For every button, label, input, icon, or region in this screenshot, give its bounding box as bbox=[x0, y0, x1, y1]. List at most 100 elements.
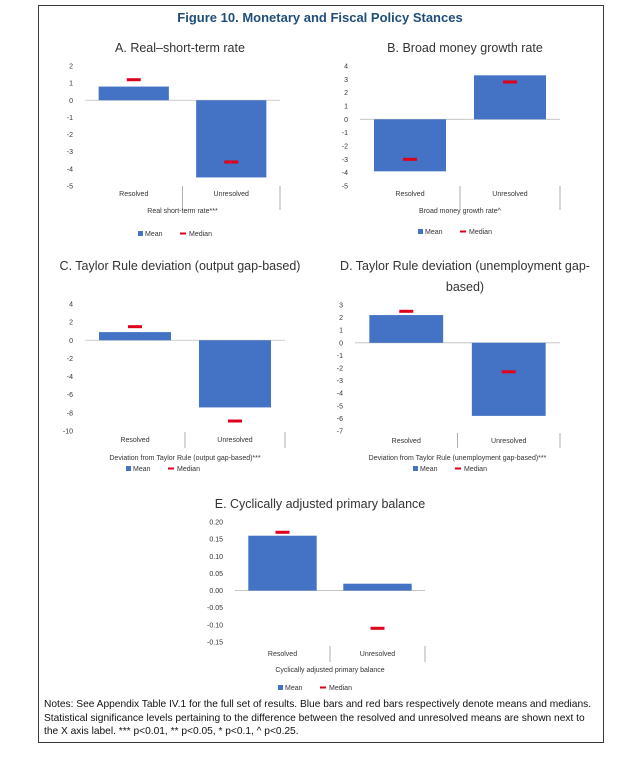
y-tick-label: 4 bbox=[344, 64, 348, 71]
panel-title: A. Real–short-term rate bbox=[115, 41, 245, 55]
y-tick-label: -2 bbox=[337, 366, 343, 373]
panel-e-primary-balance: E. Cyclically adjusted primary balance 0.… bbox=[207, 497, 426, 692]
mean-bar-resolved bbox=[98, 86, 169, 101]
category-label: Resolved bbox=[268, 651, 297, 658]
legend-median-swatch bbox=[455, 467, 461, 470]
legend: Mean Median bbox=[418, 229, 492, 236]
median-mark-unresolved bbox=[228, 419, 242, 423]
y-tick-label: -3 bbox=[342, 157, 348, 164]
y-tick-label: -5 bbox=[67, 184, 73, 191]
x-axis-label: Cyclically adjusted primary balance bbox=[275, 667, 384, 674]
y-tick-label: -0.10 bbox=[207, 622, 223, 629]
mean-bar-resolved bbox=[369, 315, 444, 343]
y-tick-label: -1 bbox=[337, 353, 343, 360]
y-tick-label: 0 bbox=[344, 117, 348, 124]
legend-mean-label: Mean bbox=[425, 229, 443, 236]
figure-notes: Notes: See Appendix Table IV.1 for the f… bbox=[44, 699, 592, 737]
legend-mean-swatch bbox=[278, 685, 283, 690]
x-axis-label: Deviation from Taylor Rule (unemployment… bbox=[369, 455, 547, 462]
y-tick-label: 0.20 bbox=[209, 520, 223, 527]
median-mark-resolved bbox=[399, 309, 414, 313]
y-tick-label: 2 bbox=[69, 320, 73, 327]
mean-bar-unresolved bbox=[471, 342, 546, 416]
y-tick-label: 3 bbox=[339, 303, 343, 310]
mean-bar-unresolved bbox=[199, 340, 271, 408]
y-tick-label: -7 bbox=[337, 429, 343, 436]
legend: Mean Median bbox=[413, 466, 487, 473]
y-tick-label: 2 bbox=[344, 90, 348, 97]
panel-b-broad-money-growth: B. Broad money growth rate 4 3 2 1 0 -1 -2 -3 -4 -… bbox=[342, 41, 561, 236]
panel-title: based) bbox=[446, 280, 484, 294]
legend: Mean Median bbox=[126, 466, 200, 473]
x-axis-label: Deviation from Taylor Rule (output gap-b… bbox=[109, 455, 261, 462]
y-tick-label: 4 bbox=[69, 302, 73, 309]
y-tick-label: 0.10 bbox=[209, 554, 223, 561]
median-mark-unresolved bbox=[501, 370, 516, 374]
legend-median-label: Median bbox=[189, 231, 212, 238]
median-mark-unresolved bbox=[370, 626, 385, 630]
y-tick-label: -0.05 bbox=[207, 605, 223, 612]
y-tick-label: -3 bbox=[67, 149, 73, 156]
median-mark-unresolved bbox=[224, 160, 239, 164]
x-axis-label: Broad money growth rate^ bbox=[419, 208, 502, 215]
y-tick-label: -0.15 bbox=[207, 640, 223, 647]
legend-median-label: Median bbox=[464, 466, 487, 473]
panel-c-taylor-output-gap: C. Taylor Rule deviation (output gap-bas… bbox=[60, 259, 301, 473]
y-tick-label: 0.15 bbox=[209, 537, 223, 544]
x-axis-label: Real short-term rate*** bbox=[147, 208, 218, 215]
category-label: Unresolved bbox=[492, 191, 528, 198]
y-tick-label: 1 bbox=[339, 328, 343, 335]
legend: Mean Median bbox=[138, 231, 212, 238]
median-mark-resolved bbox=[128, 325, 142, 329]
legend-median-label: Median bbox=[177, 466, 200, 473]
y-tick-label: -5 bbox=[337, 403, 343, 410]
category-label: Resolved bbox=[120, 437, 149, 444]
category-label: Unresolved bbox=[491, 438, 527, 445]
mean-bar-unresolved bbox=[343, 583, 412, 591]
y-tick-label: -1 bbox=[342, 130, 348, 137]
panel-title: E. Cyclically adjusted primary balance bbox=[215, 497, 426, 511]
y-tick-label: -8 bbox=[67, 410, 73, 417]
y-tick-label: 0 bbox=[69, 338, 73, 345]
y-tick-label: 3 bbox=[344, 77, 348, 84]
legend-mean-swatch bbox=[413, 466, 418, 471]
figure-title: Figure 10. Monetary and Fiscal Policy St… bbox=[177, 10, 463, 25]
legend-mean-swatch bbox=[138, 231, 143, 236]
category-label: Unresolved bbox=[214, 191, 250, 198]
figure-frame bbox=[38, 5, 604, 743]
median-mark-resolved bbox=[275, 530, 290, 534]
category-label: Resolved bbox=[392, 438, 421, 445]
category-label: Resolved bbox=[119, 191, 148, 198]
y-tick-label: -2 bbox=[67, 132, 73, 139]
y-tick-label: -6 bbox=[337, 416, 343, 423]
y-tick-label: -2 bbox=[67, 356, 73, 363]
y-tick-label: 0.05 bbox=[209, 571, 223, 578]
mean-bar-resolved bbox=[99, 332, 171, 341]
y-tick-label: 0 bbox=[339, 340, 343, 347]
y-tick-label: 1 bbox=[69, 81, 73, 88]
legend-mean-label: Mean bbox=[133, 466, 151, 473]
legend-mean-label: Mean bbox=[420, 466, 438, 473]
panel-a-real-short-term-rate: A. Real–short-term rate 2 1 0 -1 -2 -3 -4 -5 Reso… bbox=[67, 41, 281, 238]
legend-median-label: Median bbox=[469, 229, 492, 236]
legend-mean-label: Mean bbox=[145, 231, 163, 238]
y-tick-label: -10 bbox=[63, 429, 73, 436]
category-label: Resolved bbox=[395, 191, 424, 198]
y-tick-label: 1 bbox=[344, 104, 348, 111]
y-tick-label: -3 bbox=[337, 378, 343, 385]
legend-mean-label: Mean bbox=[285, 685, 303, 692]
mean-bar-unresolved bbox=[196, 100, 267, 178]
median-mark-unresolved bbox=[503, 80, 517, 84]
legend-mean-swatch bbox=[418, 229, 423, 234]
y-tick-label: -5 bbox=[342, 184, 348, 191]
legend-median-swatch bbox=[180, 232, 186, 235]
category-label: Unresolved bbox=[217, 437, 253, 444]
panel-title: B. Broad money growth rate bbox=[387, 41, 543, 55]
y-tick-label: -4 bbox=[342, 170, 348, 177]
panel-d-taylor-unemployment-gap: D. Taylor Rule deviation (unemployment g… bbox=[337, 259, 590, 473]
y-tick-label: -4 bbox=[337, 391, 343, 398]
y-tick-label: -1 bbox=[67, 115, 73, 122]
median-mark-resolved bbox=[403, 157, 417, 161]
y-tick-label: -2 bbox=[342, 144, 348, 151]
legend-median-swatch bbox=[168, 467, 174, 470]
